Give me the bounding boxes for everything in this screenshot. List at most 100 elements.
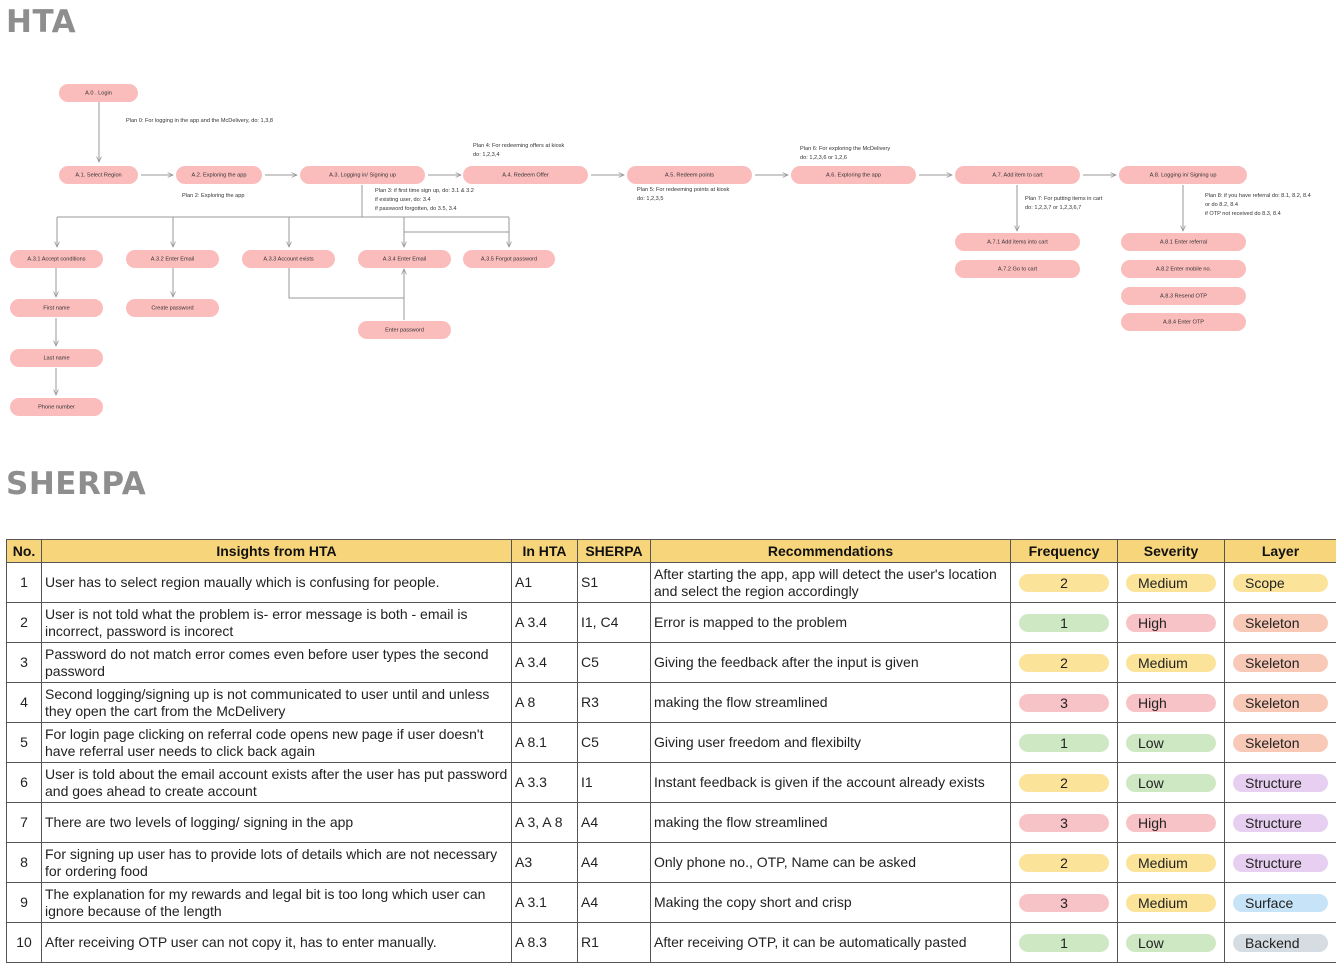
- cell-layer: Backend: [1224, 922, 1336, 963]
- cell-no: 5: [6, 722, 42, 763]
- cell-in-hta: A 3.3: [511, 762, 578, 803]
- layer-badge: Skeleton: [1233, 693, 1328, 712]
- layer-badge: Skeleton: [1233, 733, 1328, 752]
- cell-insight: User is not told what the problem is- er…: [41, 602, 512, 643]
- svg-text:First name: First name: [43, 305, 69, 311]
- header-recommendations: Recommendations: [650, 539, 1011, 563]
- cell-in-hta: A 3.4: [511, 642, 578, 683]
- cell-no: 2: [6, 602, 42, 643]
- node-a35: A.3.5 Forgot password: [463, 250, 555, 268]
- node-a5: A.5. Redeem points: [627, 166, 752, 184]
- cell-sherpa-code: A4: [577, 802, 651, 843]
- cell-recommendation: Error is mapped to the problem: [650, 602, 1011, 643]
- plan-0: Plan 0: For logging in the app and the M…: [126, 118, 273, 124]
- cell-sherpa-code: A4: [577, 882, 651, 923]
- hta-edges: [56, 102, 1183, 395]
- frequency-badge: 1: [1019, 733, 1109, 752]
- header-frequency: Frequency: [1010, 539, 1118, 563]
- frequency-badge: 1: [1019, 613, 1109, 632]
- cell-severity: Medium: [1117, 642, 1225, 683]
- plan-7-line-1: Plan 7: For putting items in cart: [1025, 196, 1103, 202]
- cell-in-hta: A 3, A 8: [511, 802, 578, 843]
- plan-8-line-1: Plan 8: if you have referral do: 8.1, 8.…: [1205, 193, 1311, 199]
- table-row: 2 User is not told what the problem is- e…: [6, 602, 1336, 643]
- cell-sherpa-code: R1: [577, 922, 651, 963]
- svg-text:A.3.5 Forgot password: A.3.5 Forgot password: [481, 256, 537, 262]
- cell-frequency: 3: [1010, 682, 1118, 723]
- svg-text:Last name: Last name: [43, 355, 69, 361]
- cell-layer: Structure: [1224, 842, 1336, 883]
- table-row: 7 There are two levels of logging/ signin…: [6, 802, 1336, 843]
- svg-text:A.0 . Login: A.0 . Login: [85, 90, 112, 96]
- cell-recommendation: Instant feedback is given if the account…: [650, 762, 1011, 803]
- plan-3-line-2: if existing user, do: 3.4: [375, 197, 431, 203]
- svg-text:A.3.2 Enter Email: A.3.2 Enter Email: [151, 256, 195, 262]
- hta-title: HTA: [6, 4, 77, 40]
- node-a81: A.8.1 Enter referral: [1121, 233, 1246, 251]
- cell-severity: Low: [1117, 722, 1225, 763]
- cell-insight: After receiving OTP user can not copy it…: [41, 922, 512, 963]
- layer-badge: Scope: [1233, 573, 1328, 592]
- table-row: 8 For signing up user has to provide lots…: [6, 842, 1336, 883]
- node-last-name: Last name: [10, 349, 103, 367]
- svg-text:Phone number: Phone number: [38, 404, 75, 410]
- header-layer: Layer: [1224, 539, 1336, 563]
- cell-insight: There are two levels of logging/ signing…: [41, 802, 512, 843]
- cell-sherpa-code: I1, C4: [577, 602, 651, 643]
- cell-layer: Skeleton: [1224, 642, 1336, 683]
- header-no: No.: [6, 539, 42, 563]
- layer-badge: Surface: [1233, 893, 1328, 912]
- table-row: 3 Password do not match error comes even …: [6, 642, 1336, 683]
- cell-frequency: 3: [1010, 882, 1118, 923]
- cell-sherpa-code: C5: [577, 642, 651, 683]
- node-a72: A.7.2 Go to cart: [955, 260, 1080, 278]
- table-row: 5 For login page clicking on referral cod…: [6, 722, 1336, 763]
- plan-6-line-1: Plan 6: For exploring the McDelivery: [800, 146, 890, 152]
- node-first-name: First name: [10, 299, 103, 317]
- plan-8-line-2: or do 8.2, 8.4: [1205, 202, 1238, 208]
- sherpa-title: SHERPA: [6, 466, 147, 502]
- node-a2: A.2. Exploring the app: [176, 166, 262, 184]
- layer-badge: Structure: [1233, 853, 1328, 872]
- header-in-hta: In HTA: [511, 539, 578, 563]
- plan-7-line-2: do: 1,2,3,7 or 1,2,3,6,7: [1025, 205, 1081, 211]
- cell-severity: High: [1117, 802, 1225, 843]
- node-a83: A.8.3 Resend OTP: [1121, 287, 1246, 305]
- header-insights: Insights from HTA: [41, 539, 512, 563]
- cell-sherpa-code: R3: [577, 682, 651, 723]
- cell-insight: The explanation for my rewards and legal…: [41, 882, 512, 923]
- node-a6: A.6. Exploring the app: [791, 166, 916, 184]
- cell-recommendation: Giving the feedback after the input is g…: [650, 642, 1011, 683]
- node-a82: A.8.2 Enter mobile no.: [1121, 260, 1246, 278]
- cell-no: 1: [6, 562, 42, 603]
- cell-severity: High: [1117, 602, 1225, 643]
- cell-in-hta: A 8.3: [511, 922, 578, 963]
- svg-text:A.5. Redeem points: A.5. Redeem points: [665, 172, 714, 178]
- node-phone-number: Phone number: [10, 398, 103, 416]
- hta-diagram: A.0 . Login A.1. Select Region A.2. Expl…: [10, 84, 1311, 416]
- svg-text:A.4. Redeem Offer: A.4. Redeem Offer: [502, 172, 549, 178]
- cell-frequency: 3: [1010, 802, 1118, 843]
- cell-sherpa-code: A4: [577, 842, 651, 883]
- plan-5-line-1: Plan 5: For redeeming points at kiosk: [637, 187, 730, 193]
- plan-6-line-2: do: 1,2,3,6 or 1,2,6: [800, 155, 847, 161]
- node-a8: A.8. Logging in/ Signing up: [1119, 166, 1247, 184]
- svg-text:A.7. Add item to cart: A.7. Add item to cart: [992, 172, 1043, 178]
- svg-text:A.6. Exploring the app: A.6. Exploring the app: [826, 172, 881, 178]
- cell-no: 3: [6, 642, 42, 683]
- layer-badge: Structure: [1233, 773, 1328, 792]
- severity-badge: Medium: [1126, 573, 1216, 592]
- layer-badge: Skeleton: [1233, 653, 1328, 672]
- cell-recommendation: After starting the app, app will detect …: [650, 562, 1011, 603]
- cell-insight: User is told about the email account exi…: [41, 762, 512, 803]
- severity-badge: Low: [1126, 773, 1216, 792]
- plan-3-line-3: if password forgotten, do 3.5, 3.4: [375, 206, 456, 212]
- cell-in-hta: A 3.1: [511, 882, 578, 923]
- svg-text:A.8.3 Resend OTP: A.8.3 Resend OTP: [1160, 293, 1207, 299]
- cell-frequency: 1: [1010, 602, 1118, 643]
- cell-no: 7: [6, 802, 42, 843]
- node-a7: A.7. Add item to cart: [955, 166, 1080, 184]
- severity-badge: Low: [1126, 733, 1216, 752]
- cell-no: 4: [6, 682, 42, 723]
- plan-5-line-2: do: 1,2,3,5: [637, 196, 663, 202]
